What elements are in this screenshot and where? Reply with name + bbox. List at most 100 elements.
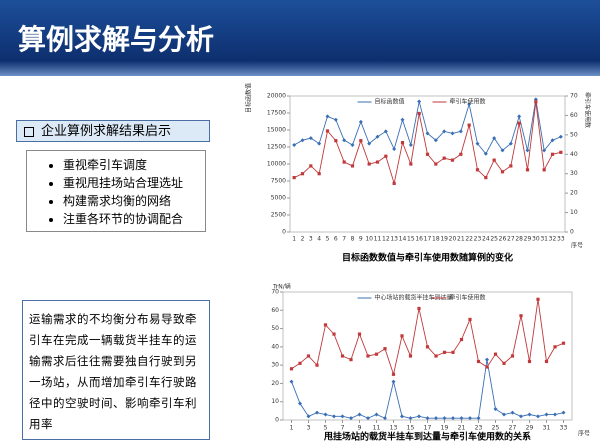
y2-tick-label: 60 <box>570 112 578 119</box>
marker <box>323 323 328 327</box>
marker <box>342 138 347 143</box>
y-tick-label: 0 <box>275 417 279 424</box>
x-tick-label: 19 <box>441 425 449 432</box>
x-tick-label: 21 <box>458 425 466 432</box>
marker <box>476 416 481 421</box>
x-tick-label: 12 <box>382 236 390 243</box>
plot-frame <box>289 95 566 233</box>
x-tick-label: 30 <box>532 236 540 243</box>
marker <box>442 129 447 134</box>
x-tick-label: 6 <box>334 236 338 243</box>
x-tick-label: 5 <box>324 425 328 432</box>
marker <box>425 152 430 156</box>
x-tick-label: 1 <box>292 236 296 243</box>
marker <box>400 117 405 122</box>
bullet: 注重各环节的协调配合 <box>63 210 205 228</box>
marker <box>544 412 549 417</box>
marker <box>493 407 498 412</box>
legend-label: 中心场站的载货半挂车到达量 <box>375 294 453 302</box>
marker <box>417 99 422 104</box>
x-axis-label: 序号 <box>578 430 590 438</box>
x-tick-label: 19 <box>440 236 448 243</box>
marker <box>425 345 430 349</box>
marker <box>550 138 555 143</box>
marker <box>350 142 355 147</box>
x-tick-label: 3 <box>309 236 313 243</box>
marker <box>391 379 396 384</box>
marker <box>333 117 338 122</box>
y-tick-label: 15000 <box>267 127 286 134</box>
series-line <box>293 101 561 184</box>
marker <box>317 172 321 176</box>
x-tick-label: 10 <box>365 236 373 243</box>
marker <box>492 136 497 141</box>
marker <box>332 414 336 419</box>
marker <box>357 332 362 336</box>
marker <box>306 354 311 358</box>
x-tick-label: 14 <box>399 236 407 243</box>
marker <box>459 152 463 156</box>
x-tick-label: 7 <box>341 425 345 432</box>
caption: 甩挂场站的载货半挂车到达量与牵引车使用数的关系 <box>323 431 531 443</box>
marker <box>342 160 346 164</box>
marker <box>392 181 396 186</box>
x-tick-label: 13 <box>390 425 398 432</box>
marker <box>451 350 455 354</box>
marker <box>367 162 371 166</box>
marker <box>534 100 538 104</box>
marker <box>558 134 563 139</box>
x-tick-label: 31 <box>540 236 548 243</box>
marker <box>451 416 455 421</box>
x-tick-label: 33 <box>557 236 565 243</box>
marker <box>359 139 363 143</box>
series-line <box>291 359 564 419</box>
marker <box>289 367 294 371</box>
marker <box>340 354 345 358</box>
x-tick-label: 7 <box>342 236 346 243</box>
series-line <box>291 299 564 376</box>
marker <box>502 412 506 417</box>
legend-label: 目标函数值 <box>375 98 405 106</box>
x-axis-label: 序号 <box>571 242 583 250</box>
x-tick-label: 26 <box>499 236 507 243</box>
marker <box>450 131 455 136</box>
marker <box>289 379 294 384</box>
y-axis-label: 目标函数值 <box>245 83 253 113</box>
x-tick-label: 27 <box>509 425 517 432</box>
marker <box>542 148 547 153</box>
marker <box>309 164 313 168</box>
bullet: 重视牵引车调度 <box>63 156 205 174</box>
marker <box>298 361 302 365</box>
marker <box>468 416 472 421</box>
x-tick-label: 9 <box>359 236 363 243</box>
x-tick-label: 29 <box>524 236 532 243</box>
marker <box>417 306 421 311</box>
marker <box>384 154 388 158</box>
marker <box>500 148 505 153</box>
legend-label: 牵引车使用数 <box>450 294 486 302</box>
x-tick-label: 9 <box>358 425 362 432</box>
marker <box>408 142 413 147</box>
y-tick-label: 40 <box>271 343 279 350</box>
x-tick-label: 5 <box>326 236 330 243</box>
x-tick-label: 27 <box>507 236 515 243</box>
header: 算例求解与分析 <box>0 0 600 76</box>
bullet: 构建需求均衡的网络 <box>63 192 205 210</box>
marker <box>442 156 446 160</box>
marker <box>292 176 296 180</box>
note: 运输需求的不均衡分布易导致牵引车在完成一辆载货半挂车的运输需求后往往需要独自行驶… <box>22 300 210 440</box>
x-tick-label: 17 <box>424 425 432 432</box>
x-tick-label: 18 <box>432 236 440 243</box>
marker <box>367 141 372 146</box>
marker <box>485 365 489 369</box>
y-axis-label: TrN/辆 <box>272 283 291 291</box>
x-tick-label: 23 <box>475 425 483 432</box>
marker <box>502 361 506 365</box>
marker <box>517 121 521 125</box>
marker <box>317 141 322 146</box>
marker <box>519 414 523 419</box>
marker <box>308 136 313 141</box>
marker <box>357 412 362 417</box>
y-tick-label: 70 <box>271 289 279 296</box>
marker <box>408 354 413 358</box>
